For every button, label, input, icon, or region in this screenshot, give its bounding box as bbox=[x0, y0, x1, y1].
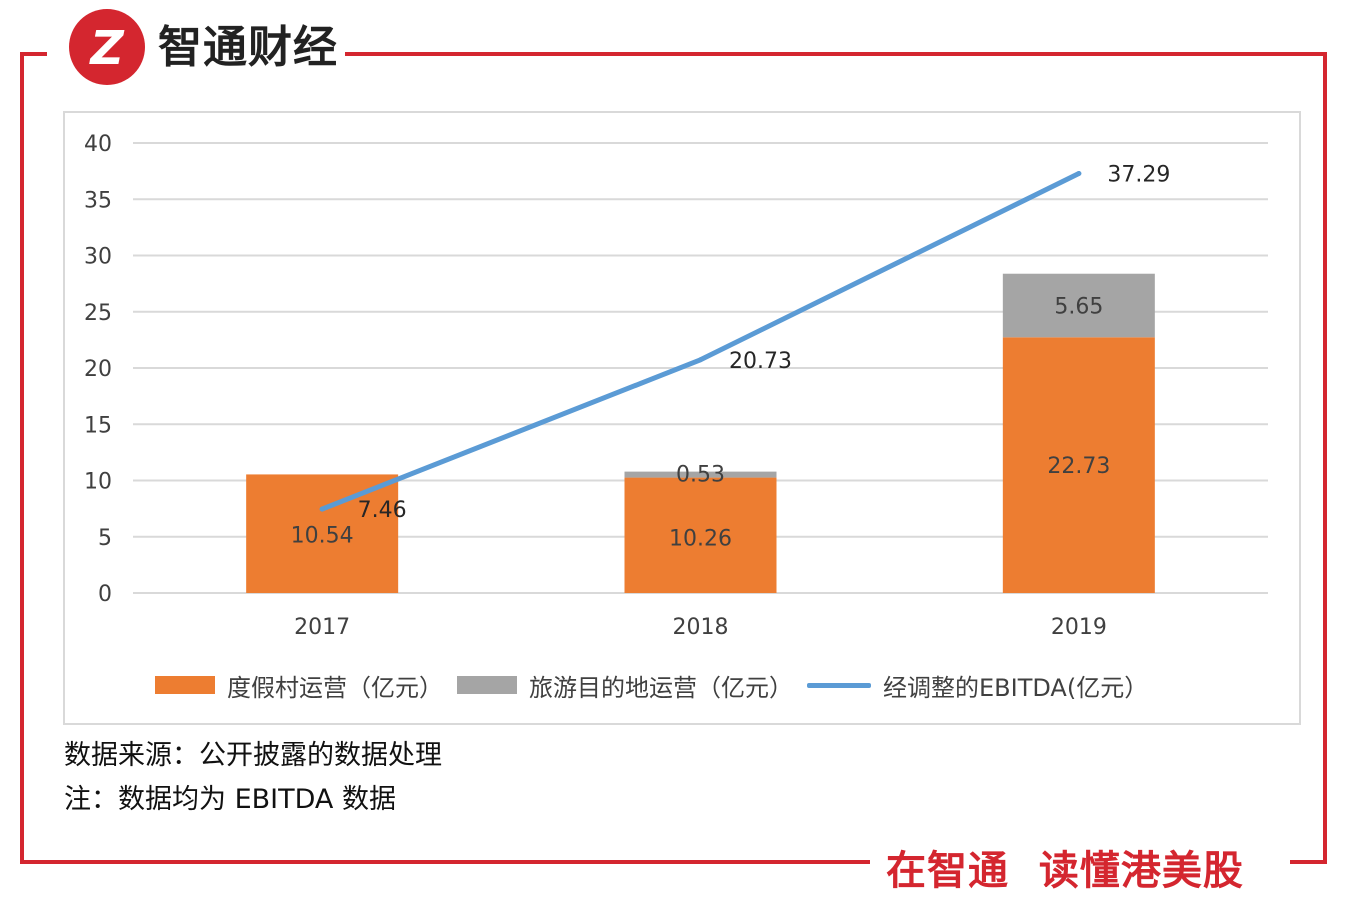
bar-destination bbox=[624, 471, 777, 478]
y-tick-label: 35 bbox=[84, 188, 112, 213]
data-label-resort: 22.73 bbox=[1047, 454, 1110, 479]
bar-destination bbox=[1002, 273, 1155, 338]
legend-label-ebitda: 经调整的EBITDA(亿元） bbox=[883, 673, 1149, 702]
legend: 度假村运营（亿元） 旅游目的地运营（亿元） 经调整的EBITDA(亿元） bbox=[155, 668, 1162, 702]
source-note: 数据来源：公开披露的数据处理 bbox=[64, 740, 442, 771]
data-label-ebitda: 7.46 bbox=[358, 498, 407, 523]
ebitda-line bbox=[319, 170, 1082, 512]
legend-item-destination: 旅游目的地运营（亿元） bbox=[457, 668, 793, 703]
legend-swatch-resort bbox=[155, 676, 215, 694]
legend-label-destination: 旅游目的地运营（亿元） bbox=[529, 673, 793, 702]
frame-right-line bbox=[345, 52, 1327, 864]
data-label-destination: 5.65 bbox=[1054, 295, 1103, 320]
data-label-ebitda: 20.73 bbox=[729, 349, 792, 374]
y-tick-label: 5 bbox=[98, 526, 112, 551]
svg-text:Z: Z bbox=[88, 21, 125, 75]
data-label-resort: 10.54 bbox=[291, 523, 354, 548]
y-tick-label: 30 bbox=[84, 245, 112, 270]
x-tick-label: 2019 bbox=[1051, 615, 1107, 640]
legend-label-resort: 度假村运营（亿元） bbox=[227, 673, 443, 702]
frame-left-line bbox=[20, 52, 870, 864]
y-tick-label: 10 bbox=[84, 470, 112, 495]
remark-note: 注：数据均为 EBITDA 数据 bbox=[64, 784, 396, 815]
y-tick-label: 40 bbox=[84, 132, 112, 157]
brand-slogan: 在智通 读懂港美股 bbox=[886, 848, 1244, 894]
ebitda-point bbox=[319, 506, 325, 512]
brand-name: 智通财经 bbox=[158, 22, 338, 73]
x-tick-label: 2018 bbox=[673, 615, 729, 640]
ebitda-point bbox=[698, 357, 703, 363]
data-label-resort: 10.26 bbox=[669, 527, 732, 552]
y-tick-label: 0 bbox=[98, 582, 112, 607]
x-tick-label: 2017 bbox=[294, 615, 350, 640]
y-tick-label: 15 bbox=[84, 413, 112, 438]
legend-item-ebitda: 经调整的EBITDA(亿元） bbox=[807, 668, 1148, 703]
bar-resort bbox=[624, 477, 777, 593]
ebitda-point bbox=[1076, 170, 1082, 176]
y-tick-label: 25 bbox=[84, 301, 112, 326]
brand-logo-icon: Z bbox=[69, 9, 145, 85]
bar-resort bbox=[1002, 337, 1155, 593]
legend-swatch-destination bbox=[457, 676, 517, 694]
y-tick-label: 20 bbox=[84, 357, 112, 382]
data-label-destination: 0.53 bbox=[676, 463, 725, 488]
legend-item-resort: 度假村运营（亿元） bbox=[155, 668, 443, 703]
data-label-ebitda: 37.29 bbox=[1107, 162, 1170, 187]
bar-resort bbox=[246, 474, 399, 593]
legend-swatch-ebitda bbox=[807, 682, 871, 688]
